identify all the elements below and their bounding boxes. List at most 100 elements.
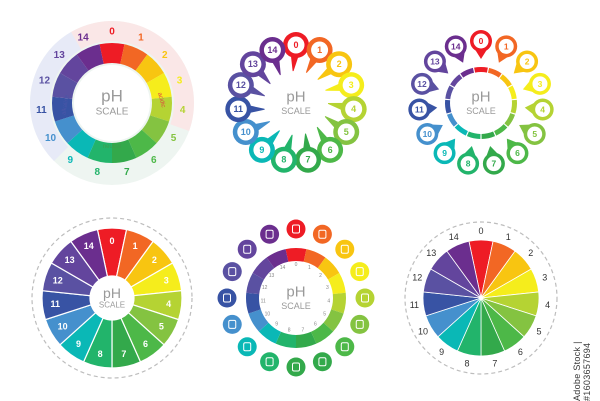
bleach-icon [222,314,242,334]
icon-ring-segment-3 [328,273,346,295]
pie-number-11: 11 [410,300,419,310]
pin-badge-7 [486,156,502,172]
wine-glass-icon-glyph [355,267,364,277]
segment-number-3: 3 [164,275,169,285]
pin-badge-9 [437,145,453,161]
inner-arc-8 [466,131,481,139]
petal-number-1: 1 [317,45,322,55]
pin-badge-1 [498,38,514,54]
soap-icon-glyph [265,357,274,367]
pin-number-10: 10 [423,129,433,139]
ring-segment-4 [150,96,172,122]
pin-number-12: 12 [417,79,427,89]
pie-number-8: 8 [465,359,470,369]
milk-icon [335,337,355,357]
ph-title: pH [286,89,305,106]
icon-ring-number-1: 1 [308,265,311,271]
lemon-icon-glyph [340,244,349,254]
soap-icon [260,352,280,372]
pin-badge-0 [473,33,489,49]
inner-arc-10 [446,113,458,127]
ring-number-3: 3 [177,76,183,87]
ring-segment-5 [141,115,170,144]
pin-badge-8 [460,156,476,172]
bleach-icon-glyph [228,319,237,329]
ring-segment-3 [146,73,172,99]
ring-segment-13 [60,54,89,83]
petal-number-9: 9 [259,145,264,155]
scale-subtitle: SCALE [466,106,496,116]
pills-icon [222,262,242,282]
segment-number-8: 8 [98,349,103,359]
segment-number-14: 14 [84,241,94,251]
drain-cleaner-icon-glyph [223,293,231,303]
pin-number-11: 11 [415,104,424,114]
petal-badge-0 [287,36,305,54]
petal-badge-6 [321,141,339,159]
petal-number-12: 12 [236,80,246,90]
icon-ring-number-11: 11 [261,298,266,304]
icon-ring-segment-0 [285,247,307,262]
pin-number-9: 9 [442,148,447,158]
test-tube-icon [260,224,280,244]
petal-badge-12 [232,76,250,94]
pie-number-2: 2 [528,248,533,258]
ring-segment-10 [54,115,83,144]
ph-title: pH [101,87,123,106]
pin-number-5: 5 [532,129,537,139]
ring-segment-8 [87,139,112,163]
pin-number-6: 6 [515,148,520,158]
icon-ring-number-14: 14 [280,265,286,271]
egg-icon [286,357,306,377]
segment-number-10: 10 [58,322,68,332]
water-icon [312,352,332,372]
pin-badge-10 [419,126,435,142]
inner-arc-7 [481,131,496,139]
pie-number-0: 0 [478,226,483,236]
icon-ring-number-9: 9 [275,322,278,328]
pin-number-4: 4 [540,104,545,114]
icon-ring-number-7: 7 [301,327,304,333]
icon-ring-number-4: 4 [327,298,330,304]
drain-cleaner-icon [217,288,237,308]
pie-number-9: 9 [439,347,444,357]
petal-number-5: 5 [344,127,349,137]
pie-number-13: 13 [426,248,436,258]
scale-subtitle: SCALE [281,301,311,311]
segment-number-6: 6 [143,339,148,349]
pin-badge-11 [411,101,427,117]
alkaline-halo [30,31,81,161]
pin-badge-12 [414,76,430,92]
water-icon-glyph [318,357,327,367]
stomach-icon [312,224,332,244]
egg-icon-glyph [292,362,300,372]
inner-arc-2 [499,74,512,88]
segment-number-12: 12 [53,275,63,285]
inner-arc-11 [444,99,452,114]
petal-number-7: 7 [306,155,311,165]
icon-ring-number-6: 6 [314,322,317,328]
coffee-icon [350,314,370,334]
pie-number-5: 5 [537,327,542,337]
petal-badge-9 [253,141,271,159]
lemon-icon [335,239,355,259]
ring-number-13: 13 [54,50,66,61]
ring-segment-6 [128,129,157,158]
petal-number-2: 2 [337,59,342,69]
test-tube-icon-glyph [265,229,274,239]
pie-number-14: 14 [449,232,459,242]
dashed-outline [31,217,193,379]
icon-ring-segment-4 [331,292,346,314]
pin-number-2: 2 [525,57,530,67]
petal-number-3: 3 [349,80,354,90]
center-disc [264,71,328,135]
icon-ring-segment-1 [303,249,326,269]
petal-number-8: 8 [281,155,286,165]
icon-ring-number-10: 10 [265,312,271,318]
pin-badge-2 [519,54,535,70]
icon-ring-segment-6 [311,322,334,344]
acid-halo [71,20,194,132]
